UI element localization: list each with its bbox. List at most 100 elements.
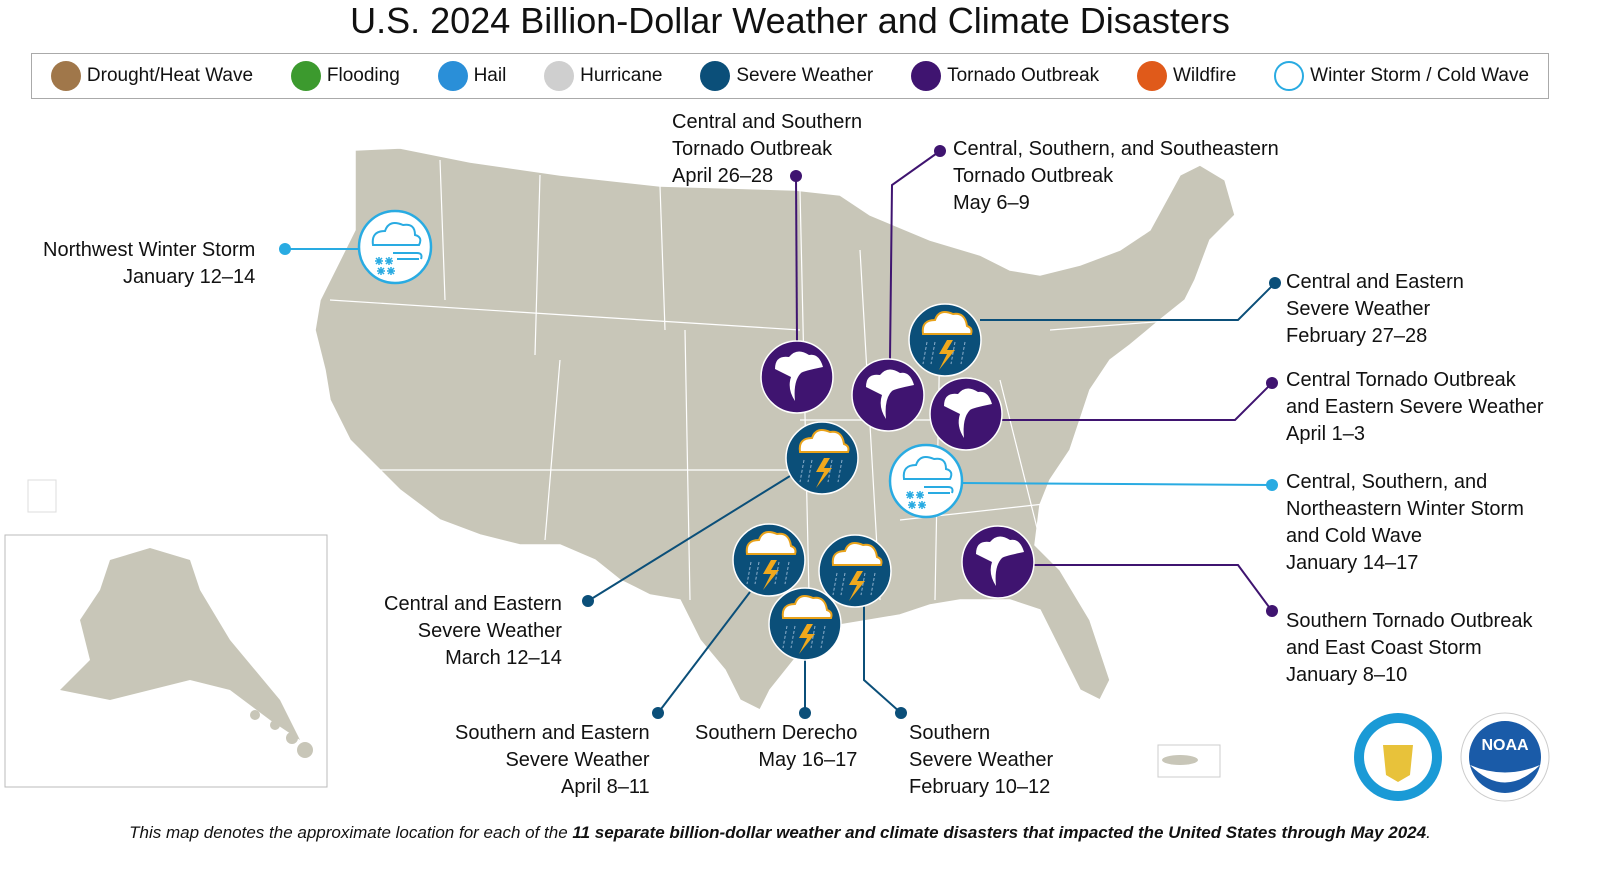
event-label-line: Central and Eastern (1286, 271, 1464, 293)
small-inset (27, 479, 57, 513)
alaska-inset-frame (4, 534, 328, 788)
tornado-icon (775, 351, 823, 401)
event-label-line: February 27–28 (1286, 325, 1428, 347)
winter-storm-icon (1274, 61, 1305, 91)
connector-line (587, 475, 791, 602)
legend-label: Tornado Outbreak (947, 65, 1100, 86)
tornado-icon (866, 369, 914, 419)
cloud-icon (798, 429, 850, 453)
flooding-icon (290, 61, 321, 91)
event-label-line: Severe Weather (417, 620, 562, 642)
event-label-line: January 8–10 (1286, 664, 1408, 686)
legend-item: Hurricane (544, 61, 663, 91)
puerto-rico (1162, 755, 1198, 765)
event-label-line: Southern Derecho (695, 722, 858, 744)
event-label: Southern Tornado Outbreak and East Coast … (1286, 608, 1532, 689)
event-label-line: and Eastern Severe Weather (1286, 396, 1544, 418)
event-label-line: Central and Southern (672, 111, 863, 133)
severe-weather-marker[interactable] (732, 523, 806, 597)
event-label-line: January 14–17 (1286, 552, 1419, 574)
connector-line (863, 605, 902, 714)
rain-icon (832, 572, 876, 596)
label-dot (934, 145, 946, 157)
legend-item: Winter Storm / Cold Wave (1274, 61, 1529, 91)
page-title: U.S. 2024 Billion-Dollar Weather and Cli… (350, 0, 1230, 41)
legend-item: Drought/Heat Wave (50, 61, 254, 91)
event-label-line: Northeastern Winter Storm (1286, 498, 1524, 520)
severe-weather-marker[interactable] (818, 534, 892, 608)
hail-icon (437, 61, 468, 91)
connector-line (961, 482, 1273, 486)
rain-icon (746, 561, 790, 585)
event-label-line: Severe Weather (909, 749, 1054, 771)
footer-bold: 11 separate billion-dollar weather and c… (572, 823, 1427, 842)
connector-line (1034, 564, 1273, 612)
severe-weather-marker[interactable] (785, 421, 859, 495)
connector-line (1002, 382, 1273, 421)
event-label-line: Severe Weather (1286, 298, 1431, 320)
label-dot (1266, 479, 1278, 491)
event-label-line: and Cold Wave (1286, 525, 1422, 547)
winter-storm-marker[interactable] (357, 209, 433, 285)
tornado-marker[interactable] (961, 525, 1035, 599)
rain-icon (799, 459, 843, 483)
tornado-marker[interactable] (760, 340, 834, 414)
event-label-line: May 6–9 (953, 192, 1030, 214)
lightning-icon (939, 340, 955, 370)
event-label: Central and Southern Tornado Outbreak Apri… (672, 109, 862, 190)
event-label-line: May 16–17 (758, 749, 858, 771)
tornado-marker[interactable] (851, 358, 925, 432)
event-label-line: and East Coast Storm (1286, 637, 1482, 659)
hurricane-icon (544, 61, 575, 91)
rain-icon (922, 341, 966, 365)
legend-label: Hurricane (580, 65, 663, 86)
label-dot (1269, 277, 1281, 289)
lightning-icon (816, 458, 832, 488)
connector-line (980, 282, 1276, 321)
event-label-line: February 10–12 (909, 776, 1051, 798)
event-label-line: Central, Southern, and Southeastern (953, 138, 1279, 160)
severe-weather-marker[interactable] (768, 587, 842, 661)
label-dot (652, 707, 664, 719)
connector-line (795, 175, 798, 342)
winter-storm-marker[interactable] (888, 443, 964, 519)
label-dot (1266, 377, 1278, 389)
footer-note: This map denotes the approximate locatio… (0, 823, 1560, 843)
connector-line (889, 150, 941, 360)
label-dot (790, 170, 802, 182)
label-dot (895, 707, 907, 719)
legend: Drought/Heat Wave Flooding Hail Hurricane Se… (31, 53, 1549, 99)
snow-cloud-icon (902, 456, 954, 509)
event-label-line: Central, Southern, and (1286, 471, 1488, 493)
legend-item: Hail (437, 61, 507, 91)
event-label: Central and Eastern Severe Weather March 1… (384, 591, 562, 672)
noaa-logo: NOAA (1460, 712, 1550, 802)
connector-line (657, 591, 751, 714)
tornado-marker[interactable] (929, 377, 1003, 451)
legend-label: Drought/Heat Wave (86, 65, 254, 86)
snowflake-icon (906, 491, 926, 509)
event-label-line: Central Tornado Outbreak (1286, 369, 1516, 391)
event-label: Southern Severe Weather February 10–12 (909, 720, 1053, 801)
event-label: Southern Derecho May 16–17 (695, 720, 857, 774)
doc-seal (1354, 713, 1442, 801)
cloud-icon (921, 311, 973, 335)
legend-label: Hail (473, 65, 507, 86)
event-label-line: Southern and Eastern (455, 722, 650, 744)
event-label-line: Tornado Outbreak (672, 138, 833, 160)
event-label-line: Southern (909, 722, 991, 744)
severe-weather-icon (700, 61, 731, 91)
event-label-line: Tornado Outbreak (953, 165, 1114, 187)
legend-label: Severe Weather (736, 65, 874, 86)
puerto-rico-inset (1157, 744, 1221, 778)
alaska (60, 548, 300, 740)
tornado-icon (944, 388, 992, 438)
footer-end: . (1426, 823, 1431, 842)
event-label: Central, Southern, and Northeastern Winte… (1286, 469, 1524, 577)
event-label-line: Severe Weather (505, 749, 650, 771)
event-label: Southern and Eastern Severe Weather April … (455, 720, 650, 801)
severe-weather-marker[interactable] (908, 303, 982, 377)
event-label: Central Tornado Outbreak and Eastern Seve… (1286, 367, 1544, 448)
event-label-line: Northwest Winter Storm (43, 239, 256, 261)
